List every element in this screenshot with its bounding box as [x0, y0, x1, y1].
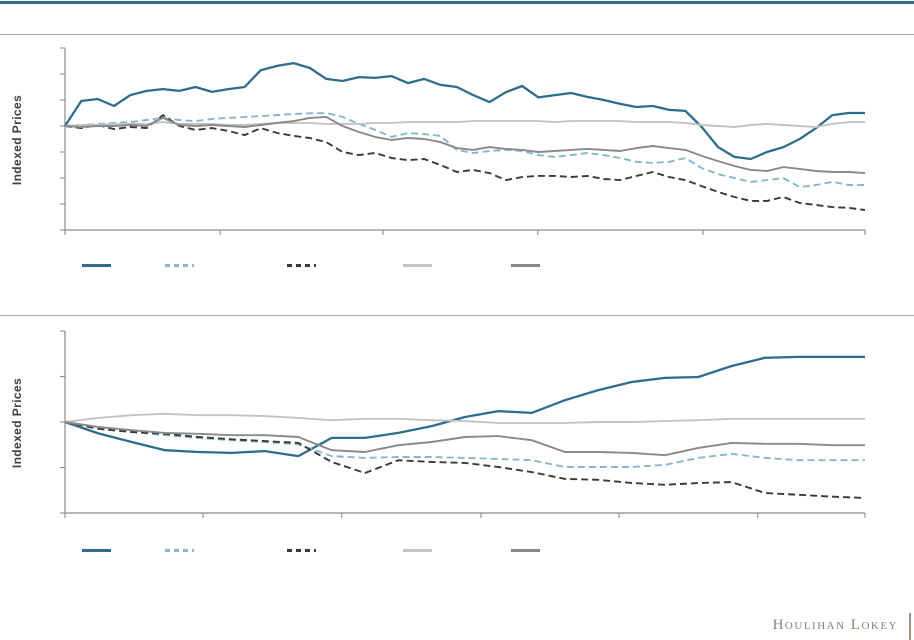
legend-swatch-black-dashed — [287, 549, 316, 552]
chart-section-bottom: Indexed Prices — [0, 327, 914, 597]
chart-section-top: Indexed Prices — [0, 44, 914, 314]
series-line-light-gray-solid — [64, 120, 865, 128]
series-line-gray-solid — [64, 115, 866, 175]
legend-swatch-light-gray-solid — [403, 264, 432, 267]
series-line-black-dashed — [64, 421, 866, 499]
legend-swatch-light-gray-solid — [403, 549, 432, 552]
series-line-teal-solid — [64, 61, 865, 161]
legend-swatch-teal-solid — [82, 264, 111, 267]
brand-divider-bar — [909, 613, 911, 640]
legend-swatch-teal-solid — [82, 549, 111, 552]
series-line-light-blue-dashed — [64, 112, 865, 189]
series-line-light-blue-dashed — [64, 421, 865, 468]
legend-bottom — [0, 544, 914, 558]
y-axis-label: Indexed Prices — [10, 94, 24, 186]
legend-top — [0, 259, 914, 273]
brand-mark: Houlihan Lokey — [773, 610, 914, 640]
series-line-teal-solid — [64, 355, 865, 458]
section-divider-line — [0, 315, 914, 316]
legend-swatch-gray-solid — [511, 549, 540, 552]
header-divider-line — [0, 34, 914, 35]
y-axis-label: Indexed Prices — [10, 377, 24, 469]
series-line-light-gray-solid — [64, 412, 865, 424]
line-chart-bottom — [60, 330, 866, 518]
series-line-black-dashed — [64, 114, 866, 211]
line-chart-top — [60, 47, 866, 235]
legend-swatch-gray-solid — [511, 264, 540, 267]
legend-swatch-black-dashed — [287, 264, 316, 267]
brand-logo-text: Houlihan Lokey — [772, 617, 898, 633]
legend-swatch-light-blue-dashed — [165, 264, 194, 267]
legend-swatch-light-blue-dashed — [165, 549, 194, 552]
series-line-gray-solid — [64, 421, 865, 457]
top-accent-bar — [0, 1, 914, 4]
